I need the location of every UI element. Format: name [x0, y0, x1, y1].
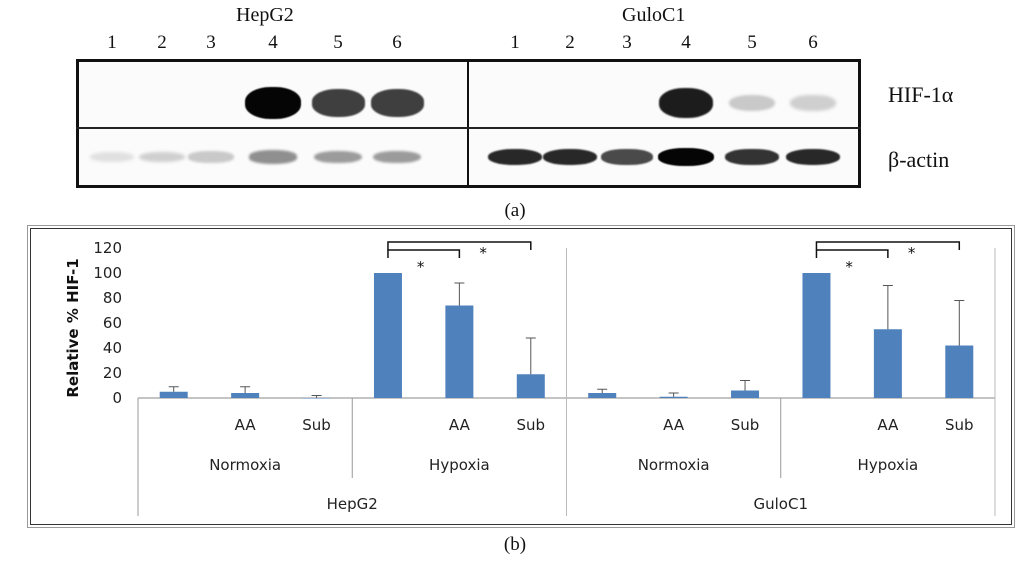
bar — [945, 345, 974, 398]
blot-band — [658, 148, 714, 166]
blot-band — [487, 148, 543, 166]
x-tick-label: Sub — [731, 416, 760, 434]
row-label-hif1a: HIF-1α — [888, 82, 954, 107]
y-tick-label: 60 — [103, 314, 122, 332]
x-tick-label: AA — [877, 416, 899, 434]
row-label-beta-actin: β-actin — [888, 147, 950, 172]
cell-line-axis-label: HepG2 — [327, 495, 378, 513]
cell-line-label-hepg2: HepG2 — [236, 4, 294, 26]
blot-band — [188, 151, 234, 163]
lane-number: 4 — [268, 32, 278, 53]
x-tick-label: Sub — [302, 416, 331, 434]
blot-band — [89, 151, 135, 163]
blot-band — [785, 148, 841, 166]
bar — [231, 393, 260, 398]
significance-marker: * — [845, 258, 853, 276]
y-tick-label: 40 — [103, 339, 122, 357]
blot-band — [139, 151, 185, 163]
panel-label-b: (b) — [500, 534, 530, 556]
lane-number: 6 — [808, 32, 818, 53]
bar — [516, 374, 545, 398]
cell-line-label-guloc1: GuloC1 — [622, 4, 686, 26]
bar — [802, 273, 831, 398]
lane-number: 2 — [157, 32, 167, 53]
cell-line-axis-label: GuloC1 — [754, 495, 809, 513]
panel-label-a: (a) — [500, 200, 530, 222]
bar — [588, 393, 617, 398]
x-tick-label: Sub — [517, 416, 546, 434]
y-tick-label: 120 — [93, 239, 122, 257]
lane-number: 2 — [565, 32, 575, 53]
y-tick-label: 100 — [93, 264, 122, 282]
condition-label: Normoxia — [209, 456, 281, 474]
significance-bracket — [387, 241, 532, 250]
blot-band — [729, 94, 775, 112]
chart-frame — [27, 225, 1015, 528]
lane-number: 3 — [206, 32, 216, 53]
blot-band — [311, 89, 365, 117]
bar — [873, 329, 902, 398]
bar — [373, 273, 402, 398]
lane-number: 5 — [747, 32, 757, 53]
y-tick-label: 0 — [112, 389, 122, 407]
blot-band — [372, 150, 422, 164]
significance-bracket — [815, 241, 961, 250]
bar — [302, 398, 331, 399]
lane-number: 5 — [333, 32, 343, 53]
bar — [445, 305, 474, 398]
blot-divider-vertical — [467, 59, 469, 188]
significance-marker: * — [417, 258, 425, 276]
lane-number: 6 — [392, 32, 402, 53]
lane-number: 4 — [681, 32, 691, 53]
y-tick-label: 80 — [103, 289, 122, 307]
significance-marker: * — [479, 244, 487, 262]
blot-band — [370, 89, 424, 117]
blot-band — [725, 148, 779, 166]
y-axis-label: Relative % HIF-1 — [64, 258, 82, 397]
blot-band — [313, 150, 363, 164]
x-tick-label: AA — [235, 416, 257, 434]
lane-number: 1 — [107, 32, 117, 53]
blot-band — [600, 149, 654, 165]
blot-band — [790, 94, 836, 112]
x-tick-label: AA — [449, 416, 471, 434]
condition-label: Hypoxia — [858, 456, 919, 474]
significance-marker: * — [908, 244, 916, 262]
y-tick-label: 20 — [103, 364, 122, 382]
blot-divider-horizontal — [76, 127, 861, 129]
significance-bracket — [815, 249, 889, 258]
condition-label: Hypoxia — [429, 456, 490, 474]
blot-band — [658, 87, 714, 119]
bar — [159, 391, 188, 398]
significance-bracket — [387, 249, 461, 258]
lane-number: 3 — [622, 32, 632, 53]
x-tick-label: AA — [663, 416, 685, 434]
x-tick-label: Sub — [945, 416, 974, 434]
blot-band — [542, 148, 598, 166]
panel-label-b-text: (b) — [503, 534, 527, 555]
blot-band — [248, 150, 298, 164]
blot-band — [245, 87, 301, 119]
bar — [731, 390, 760, 398]
panel-label-a-text: (a) — [504, 200, 526, 221]
condition-label: Normoxia — [638, 456, 710, 474]
lane-number: 1 — [510, 32, 520, 53]
bar — [659, 396, 688, 398]
